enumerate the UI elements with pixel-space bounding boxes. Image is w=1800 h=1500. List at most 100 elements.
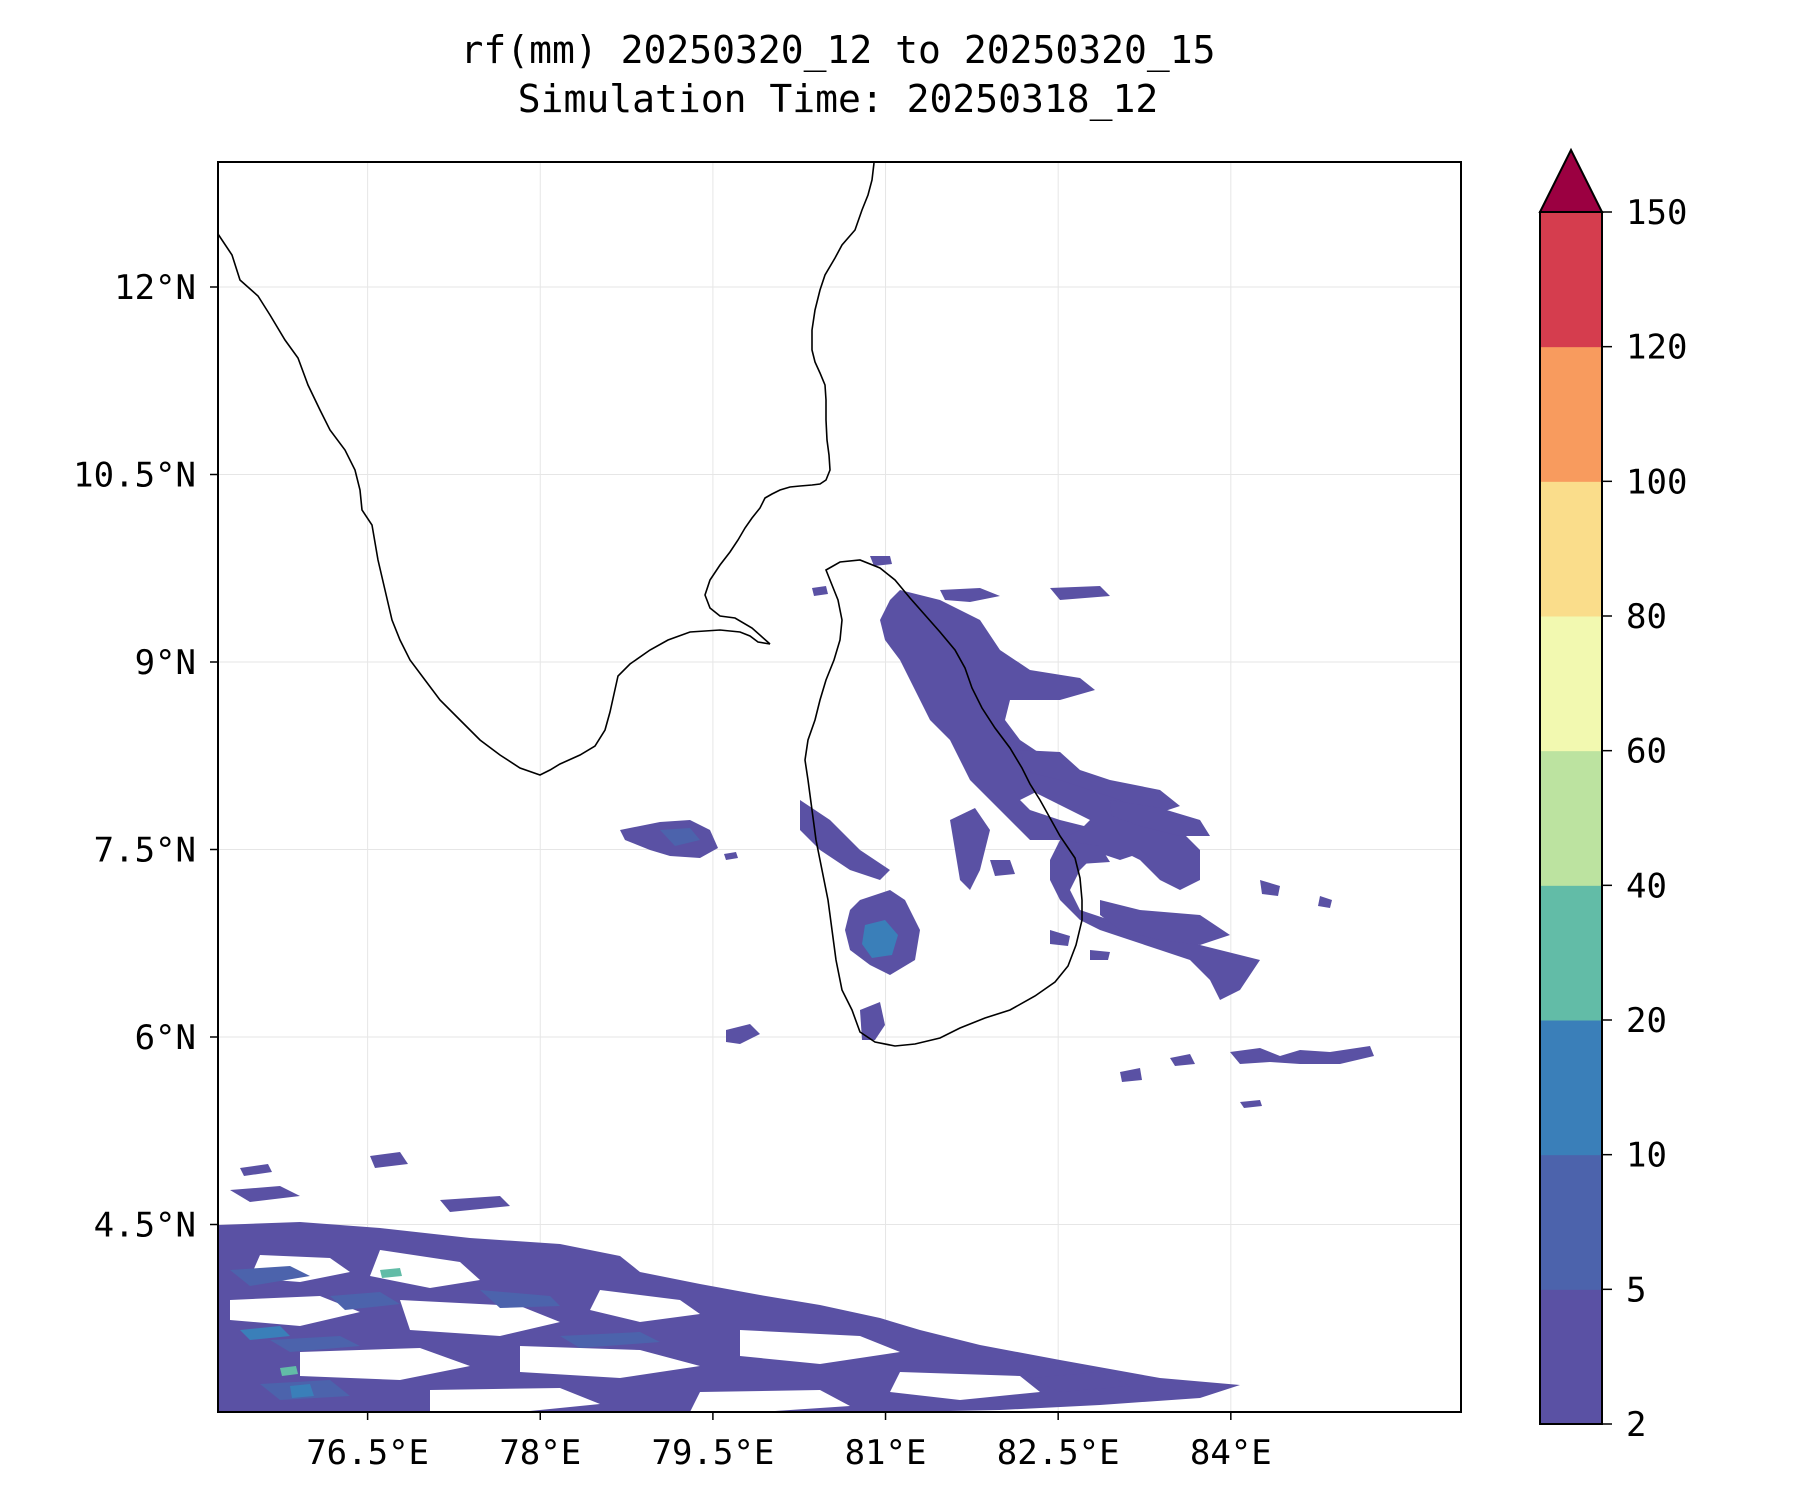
- map-frame: [217, 161, 1462, 1413]
- rain-contour: [1090, 950, 1110, 960]
- rain-contour: [230, 1296, 360, 1326]
- colorbar-segment: [1540, 481, 1602, 617]
- y-tick-label: 7.5°N: [94, 831, 196, 871]
- map-gridlines: [218, 162, 1461, 1412]
- india-coastline: [704, 162, 875, 645]
- colorbar-tick-label: 150: [1626, 193, 1687, 233]
- rain-contour: [1030, 1372, 1130, 1392]
- rain-contour: [290, 1384, 314, 1398]
- rain-contour: [520, 1346, 700, 1378]
- rain-area-central-sri-lanka: [800, 800, 1015, 1040]
- x-tick-label: 76.5°E: [306, 1433, 429, 1473]
- rain-contour: [440, 1196, 510, 1212]
- x-tick-label: 81°E: [845, 1433, 927, 1473]
- rain-area-east-offshore: [1020, 770, 1332, 1000]
- map-title-line1: rf(mm) 20250320_12 to 20250320_15: [461, 28, 1216, 73]
- rain-area-south-band: [218, 1152, 1240, 1412]
- colorbar-tick-label: 10: [1626, 1136, 1667, 1176]
- rain-contour: [724, 852, 738, 860]
- rain-contour: [726, 1024, 760, 1044]
- axis-ticks: 76.5°E 78°E 79.5°E 81°E 82.5°E 84°E 4.5°N 6°N 7.…: [73, 268, 1272, 1473]
- colorbar-segment: [1540, 1020, 1602, 1156]
- rain-contour: [1170, 1054, 1195, 1066]
- rain-contour: [890, 1372, 1040, 1400]
- colorbar-tick-label: 20: [1626, 1001, 1667, 1041]
- rain-contour: [218, 1222, 1240, 1412]
- colorbar-tick-label: 60: [1626, 732, 1667, 772]
- x-tick-label: 82.5°E: [997, 1433, 1120, 1473]
- colorbar-tick-label: 80: [1626, 597, 1667, 637]
- rain-contour: [1050, 930, 1070, 946]
- colorbar: 2 5 10 20 40 60 80 100 120 150: [1538, 147, 1687, 1445]
- rain-contour: [240, 1326, 290, 1340]
- y-tick-label: 10.5°N: [73, 456, 196, 496]
- rain-contour: [690, 1390, 850, 1412]
- colorbar-segment: [1540, 1289, 1602, 1425]
- colorbar-frame: [1539, 211, 1603, 1425]
- x-tick-label: 78°E: [499, 1433, 581, 1473]
- rain-contour: [480, 1290, 560, 1308]
- rain-contour: [940, 588, 1000, 602]
- rain-area-southeast-offshore: [1120, 1046, 1374, 1108]
- rain-contour: [230, 1186, 300, 1202]
- rain-contour: [870, 556, 892, 566]
- rain-contour: [1240, 1100, 1262, 1108]
- colorbar-tick-label: 40: [1626, 866, 1667, 906]
- colorbar-tick-label: 100: [1626, 462, 1687, 502]
- rain-contour: [230, 1266, 310, 1286]
- y-tick-label: 6°N: [135, 1018, 196, 1058]
- rain-contour: [280, 1366, 298, 1376]
- rain-contour: [1110, 800, 1210, 836]
- sri-lanka-coastline: [804, 559, 1083, 1047]
- colorbar-segment: [1540, 616, 1602, 752]
- x-tick-label: 84°E: [1190, 1433, 1272, 1473]
- rainfall-contours: [218, 556, 1374, 1412]
- y-tick-label: 4.5°N: [94, 1206, 196, 1246]
- coastline: [217, 162, 1083, 1047]
- colorbar-segment: [1540, 885, 1602, 1021]
- rain-contour: [812, 586, 828, 596]
- rain-contour: [370, 1250, 480, 1288]
- colorbar-segment: [1540, 1154, 1602, 1290]
- rain-contour: [240, 1164, 272, 1176]
- rain-contour: [880, 590, 1150, 860]
- colorbar-tick-label: 120: [1626, 328, 1687, 368]
- rain-contour: [1318, 896, 1332, 908]
- rain-contour: [1230, 1046, 1374, 1064]
- y-tick-label: 9°N: [135, 643, 196, 683]
- rain-contour: [270, 1336, 360, 1352]
- colorbar-segment: [1540, 750, 1602, 886]
- colorbar-extend-max: [1538, 147, 1604, 213]
- rain-contour: [330, 1292, 400, 1310]
- colorbar-segment: [1540, 346, 1602, 482]
- rain-contour: [380, 1268, 402, 1278]
- rain-contour: [1260, 880, 1280, 896]
- rain-contour: [590, 1290, 700, 1322]
- rain-contour: [1050, 586, 1110, 600]
- india-coastline: [217, 233, 771, 776]
- colorbar-tick-label: 2: [1626, 1405, 1646, 1445]
- rain-contour: [800, 800, 890, 880]
- rain-contour: [1120, 1068, 1142, 1082]
- rain-contour: [950, 808, 990, 890]
- colorbar-segment: [1540, 212, 1602, 348]
- rain-contour: [740, 1330, 900, 1364]
- rain-contour: [660, 828, 700, 846]
- rain-contour: [300, 1348, 470, 1380]
- rain-contour: [400, 1300, 560, 1336]
- rain-contour: [430, 1388, 600, 1412]
- rain-contour: [370, 1152, 408, 1168]
- rain-contour: [1100, 900, 1230, 945]
- rain-contour: [860, 1002, 885, 1040]
- map-title-line2: Simulation Time: 20250318_12: [518, 77, 1159, 122]
- rain-contour: [990, 860, 1015, 876]
- rain-area-gulf-of-mannar: [620, 556, 892, 1044]
- map-panel: 76.5°E 78°E 79.5°E 81°E 82.5°E 84°E 4.5°N 6°N 7.…: [73, 161, 1462, 1473]
- rain-contour: [862, 920, 898, 958]
- rain-contour: [1060, 840, 1110, 864]
- rain-contour: [560, 1332, 660, 1348]
- y-tick-label: 12°N: [114, 268, 196, 308]
- x-tick-label: 79.5°E: [651, 1433, 774, 1473]
- colorbar-tick-label: 5: [1626, 1270, 1646, 1310]
